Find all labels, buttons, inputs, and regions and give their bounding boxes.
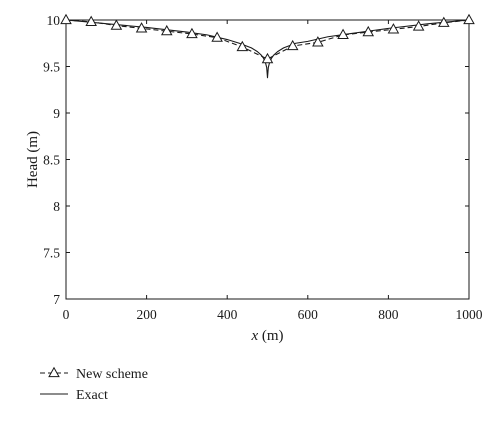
- data-point-marker: [211, 31, 223, 42]
- data-point-marker: [160, 24, 173, 36]
- data-point-marker: [236, 40, 249, 52]
- x-tick-label: 0: [63, 307, 70, 322]
- data-point-marker: [261, 52, 274, 64]
- data-point-marker: [463, 13, 475, 25]
- marker-layer: [60, 13, 475, 64]
- y-tick-label: 9.5: [43, 60, 60, 75]
- legend-label: New scheme: [76, 367, 148, 382]
- data-point-marker: [412, 20, 425, 31]
- legend-label: Exact: [76, 388, 108, 403]
- series-layer: [66, 20, 469, 79]
- data-point-marker: [312, 36, 324, 47]
- y-tick-label: 8.5: [43, 153, 60, 168]
- x-tick-label: 600: [298, 307, 319, 322]
- x-tick-label: 1000: [456, 307, 483, 322]
- x-axis-label: x (m): [250, 328, 283, 344]
- y-tick-label: 9: [53, 106, 60, 121]
- y-tick-label: 7.5: [43, 246, 60, 261]
- y-tick-label: 10: [47, 13, 61, 28]
- data-point-marker: [286, 39, 299, 51]
- legend: New scheme Exact: [40, 366, 148, 403]
- data-point-marker: [337, 28, 349, 40]
- x-tick-label: 800: [378, 307, 399, 322]
- y-tick-label: 7: [53, 292, 60, 307]
- x-axis-tick-labels: 0 200 400 600 800 1000: [63, 307, 483, 322]
- legend-item: New scheme: [40, 366, 148, 382]
- x-tick-label: 200: [136, 307, 157, 322]
- data-point-marker: [110, 19, 123, 30]
- data-point-marker: [85, 15, 97, 26]
- data-point-marker: [135, 22, 148, 33]
- data-point-marker: [387, 23, 400, 34]
- y-tick-label: 8: [53, 199, 60, 214]
- legend-item: Exact: [40, 388, 108, 403]
- data-point-marker: [438, 16, 450, 27]
- series-line-exact: [66, 20, 469, 79]
- y-axis-tick-labels: 7 7.5 8 8.5 9 9.5 10: [43, 13, 60, 307]
- x-tick-label: 400: [217, 307, 238, 322]
- data-point-marker: [60, 13, 72, 25]
- data-point-marker: [362, 25, 375, 37]
- series-line-new-scheme: [66, 20, 469, 60]
- legend-marker: [48, 366, 60, 378]
- y-axis-label: Head (m): [25, 131, 41, 188]
- data-point-marker: [186, 27, 198, 39]
